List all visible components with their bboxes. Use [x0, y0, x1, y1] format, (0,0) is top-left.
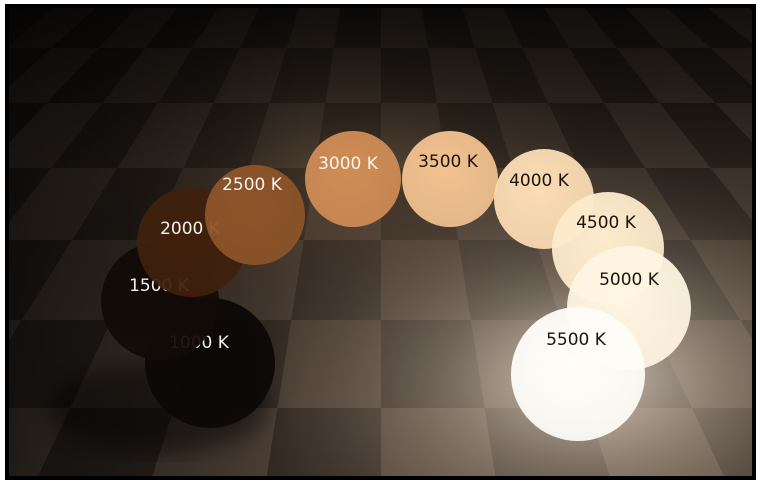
- sphere-label: 5500 K: [546, 330, 607, 350]
- sphere-body: [511, 307, 645, 441]
- sphere-body: [402, 131, 498, 227]
- sphere-3000k: 3000 K: [305, 131, 401, 227]
- sphere-body: [205, 165, 305, 265]
- sphere-label: 2500 K: [222, 175, 283, 195]
- sphere-body: [305, 131, 401, 227]
- sphere-2500k: 2500 K: [205, 165, 305, 265]
- sphere-label: 4000 K: [509, 171, 570, 191]
- sphere-label: 2000 K: [160, 219, 221, 239]
- sphere-5500k: 5500 K: [511, 307, 645, 441]
- sphere-label: 3500 K: [418, 152, 479, 172]
- sphere-label: 5000 K: [599, 270, 660, 290]
- sphere-3500k: 3500 K: [402, 131, 498, 227]
- sphere-label: 4500 K: [576, 213, 637, 233]
- sphere-label: 3000 K: [318, 154, 379, 174]
